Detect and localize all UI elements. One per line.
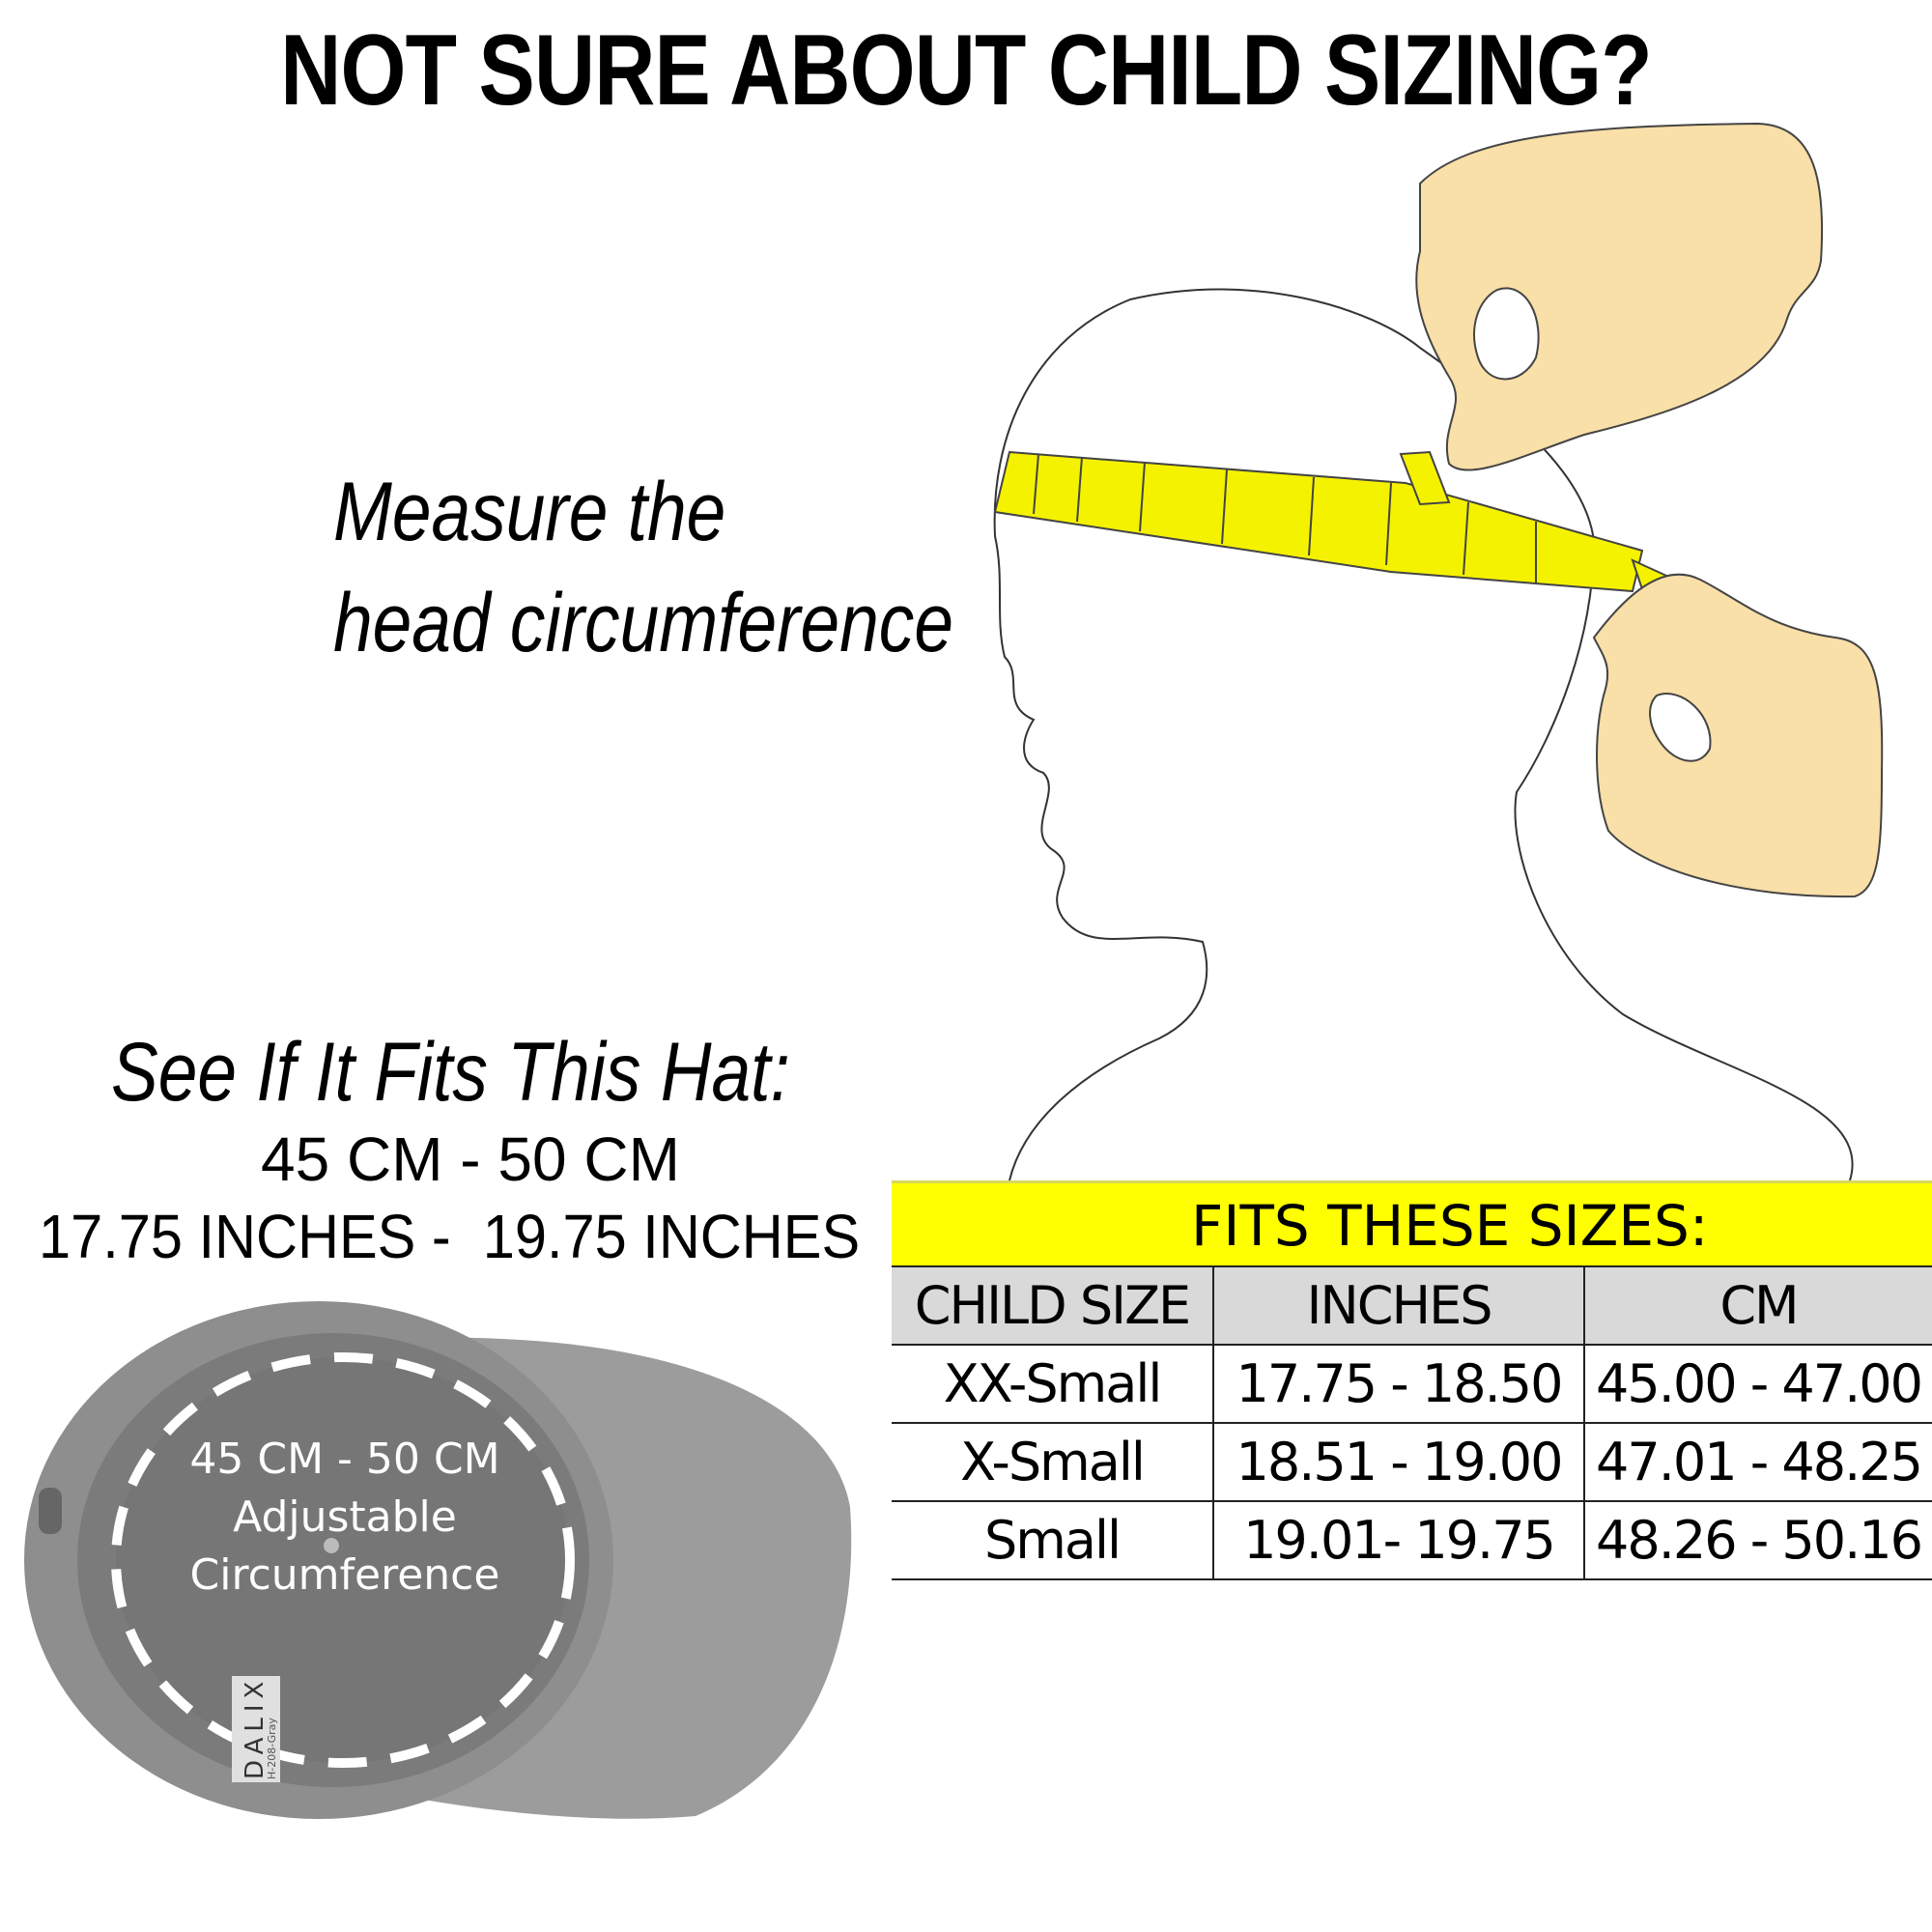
cell-cm: 45.00 - 47.00 xyxy=(1583,1344,1932,1424)
table-header-row: CHILD SIZE INCHES CM xyxy=(892,1265,1932,1346)
instruction-line-1: Measure the xyxy=(333,466,726,558)
hat-text-circumference: Circumference xyxy=(190,1550,500,1600)
cell-cm: 47.01 - 48.25 xyxy=(1583,1422,1932,1502)
cell-cm: 48.26 - 50.16 xyxy=(1583,1500,1932,1580)
table-row: XX-Small 17.75 - 18.50 45.00 - 47.00 xyxy=(892,1344,1932,1424)
hand-top-thumb xyxy=(1473,287,1540,381)
hat-text-range: 45 CM - 50 CM xyxy=(189,1435,499,1484)
cell-size: X-Small xyxy=(892,1422,1214,1502)
size-table: FITS THESE SIZES: CHILD SIZE INCHES CM X… xyxy=(892,1180,1932,1580)
page-title: NOT SURE ABOUT CHILD SIZING? xyxy=(280,14,1652,127)
cell-size: Small xyxy=(892,1500,1214,1580)
hat-fit-inches: 17.75 INCHES - 19.75 INCHES xyxy=(39,1202,861,1271)
hat-text-adjustable: Adjustable xyxy=(233,1492,457,1542)
hand-bottom-thumb xyxy=(1649,693,1712,762)
cell-inches: 19.01- 19.75 xyxy=(1212,1500,1585,1580)
cell-size: XX-Small xyxy=(892,1344,1214,1424)
hat-fit-cm: 45 CM - 50 CM xyxy=(261,1124,680,1194)
instruction-line-2: head circumference xyxy=(333,577,953,669)
hat-image: DALIX H-208-Gray 45 CM - 50 CM Adjustabl… xyxy=(24,1301,852,1819)
hat-label xyxy=(232,1676,280,1782)
hat-fit-heading: See If It Fits This Hat: xyxy=(111,1026,790,1119)
hand-bottom-icon xyxy=(1592,573,1884,898)
table-row: X-Small 18.51 - 19.00 47.01 - 48.25 xyxy=(892,1422,1932,1502)
header-cm: CM xyxy=(1583,1265,1932,1346)
size-table-banner: FITS THESE SIZES: xyxy=(892,1180,1932,1265)
header-inches: INCHES xyxy=(1212,1265,1585,1346)
child-head-outline xyxy=(993,288,1854,1181)
cell-inches: 18.51 - 19.00 xyxy=(1212,1422,1585,1502)
table-row: Small 19.01- 19.75 48.26 - 50.16 xyxy=(892,1500,1932,1580)
hat-label-brand: DALIX xyxy=(241,1676,270,1779)
hand-top-icon xyxy=(1415,122,1824,471)
measuring-tape xyxy=(993,450,1741,625)
hat-label-code: H-208-Gray xyxy=(266,1718,278,1779)
header-child-size: CHILD SIZE xyxy=(892,1265,1214,1346)
cell-inches: 17.75 - 18.50 xyxy=(1212,1344,1585,1424)
